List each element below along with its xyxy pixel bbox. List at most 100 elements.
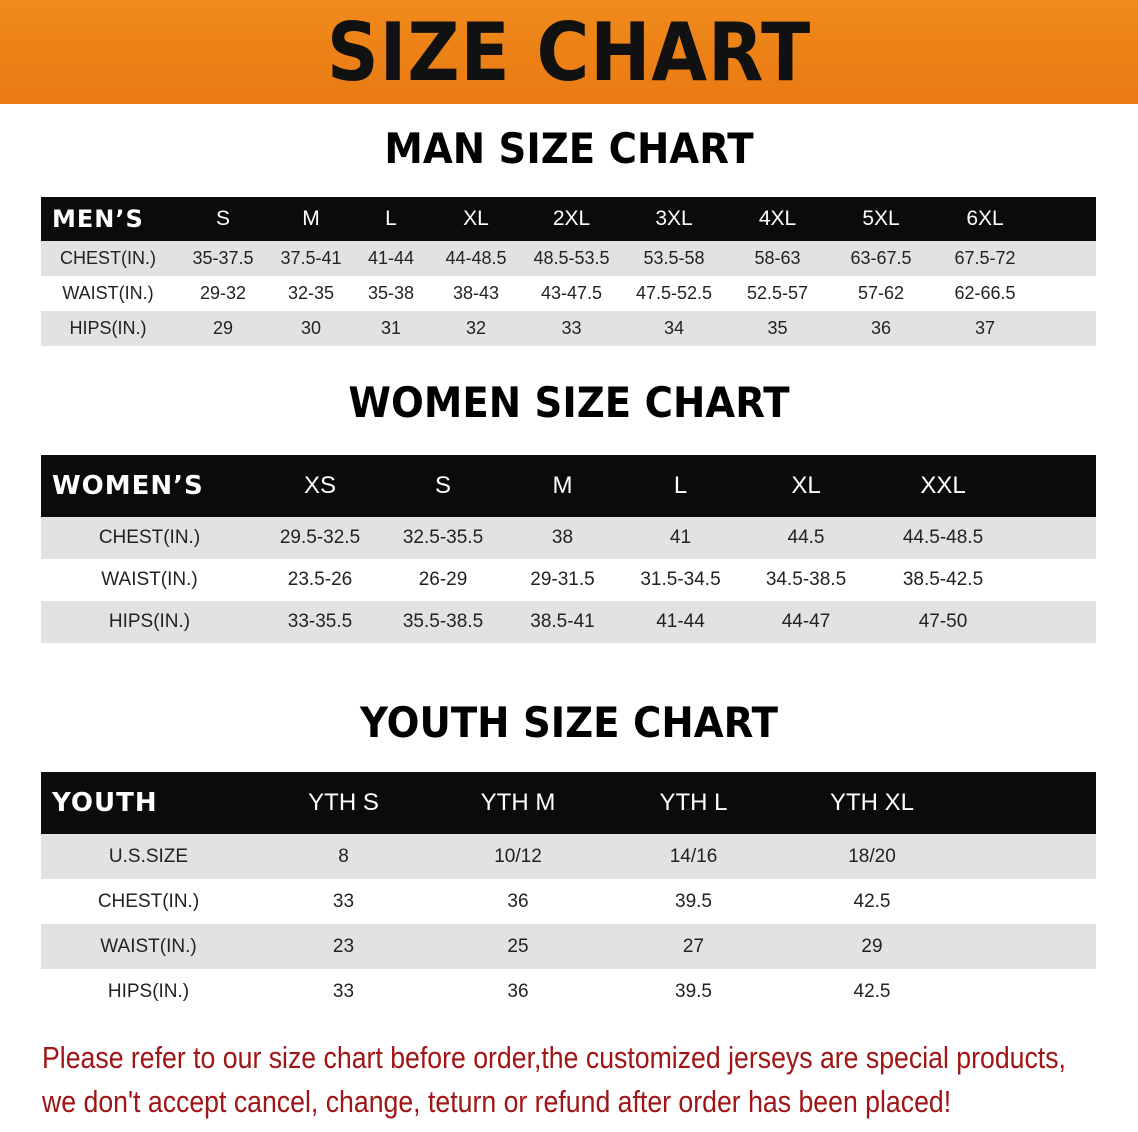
row-label: CHEST(IN.) <box>97 890 200 912</box>
main-title: SIZE CHART <box>326 5 812 99</box>
size-column-header: 6XL <box>966 207 1004 230</box>
table-row: HIPS(IN.) 33 36 39.5 42.5 <box>41 969 1096 1014</box>
table-cell: 44-47 <box>781 611 831 632</box>
table-cell: 39.5 <box>675 980 712 1002</box>
table-cell: 23.5-26 <box>287 569 353 590</box>
table-row: WAIST(IN.) 23.5-26 26-29 29-31.5 31.5-34.5 34… <box>41 559 1096 601</box>
size-column-header: S <box>215 207 230 230</box>
size-column-header: YTH XL <box>829 789 915 816</box>
table-cell: 33 <box>561 318 582 338</box>
table-cell: 29 <box>861 935 883 957</box>
table-cell: 41-44 <box>656 611 705 632</box>
table-cell: 36 <box>507 980 529 1002</box>
table-cell: 39.5 <box>675 890 712 912</box>
table-header-row: MEN’S S M L XL 2XL 3XL 4XL 5XL 6XL <box>41 197 1096 241</box>
youth-section-title: YOUTH SIZE CHART <box>359 698 779 747</box>
table-cell: 33 <box>332 980 355 1002</box>
table-header-row: YOUTH YTH S YTH M YTH L YTH XL <box>41 772 1096 834</box>
size-column-header: XS <box>303 472 336 499</box>
size-column-header: YTH M <box>480 789 556 816</box>
table-cell: 32-35 <box>287 283 335 303</box>
table-corner-label: WOMEN’S <box>52 471 204 501</box>
row-label: HIPS(IN.) <box>107 980 190 1002</box>
table-cell: 35.5-38.5 <box>402 611 484 632</box>
table-cell: 32.5-35.5 <box>402 527 484 548</box>
women-section-title: WOMEN SIZE CHART <box>348 378 790 427</box>
order-notice: Please refer to our size chart before or… <box>42 1036 1066 1124</box>
row-label: WAIST(IN.) <box>101 569 198 590</box>
table-cell: 30 <box>300 318 322 338</box>
table-cell: 43-47.5 <box>540 283 603 303</box>
table-row: U.S.SIZE 8 10/12 14/16 18/20 <box>41 834 1096 879</box>
row-label: HIPS(IN.) <box>69 318 147 338</box>
size-column-header: L <box>385 207 397 230</box>
table-corner-label: MEN’S <box>52 205 144 233</box>
table-cell: 47-50 <box>918 611 968 632</box>
table-cell: 35-37.5 <box>192 248 254 268</box>
table-cell: 35-38 <box>367 283 415 303</box>
size-column-header: YTH L <box>659 789 728 816</box>
table-cell: 38 <box>551 527 574 548</box>
table-row: HIPS(IN.) 29 30 31 32 33 34 35 36 37 <box>41 311 1096 346</box>
table-cell: 34 <box>663 318 685 338</box>
size-column-header: S <box>434 472 451 499</box>
row-label: CHEST(IN.) <box>60 248 156 268</box>
size-column-header: 2XL <box>552 207 591 230</box>
size-column-header: M <box>552 472 573 499</box>
table-cell: 38.5-41 <box>530 611 595 632</box>
table-cell: 8 <box>338 845 349 867</box>
table-cell: 26-29 <box>418 569 468 590</box>
table-row: HIPS(IN.) 33-35.5 35.5-38.5 38.5-41 41-44 44-… <box>41 601 1096 643</box>
table-row: CHEST(IN.) 33 36 39.5 42.5 <box>41 879 1096 924</box>
row-label: WAIST(IN.) <box>100 935 197 957</box>
table-cell: 44-48.5 <box>445 248 507 268</box>
notice-line-1: Please refer to our size chart before or… <box>42 1040 1066 1075</box>
youth-size-table: YOUTH YTH S YTH M YTH L YTH XL U.S.SIZE 8 10/12… <box>41 772 1096 1014</box>
table-cell: 41-44 <box>367 248 415 268</box>
table-cell: 14/16 <box>669 845 718 867</box>
table-cell: 33 <box>332 890 355 912</box>
table-cell: 31.5-34.5 <box>640 569 721 590</box>
table-row: CHEST(IN.) 35-37.5 37.5-41 41-44 44-48.5 48.5… <box>41 241 1096 276</box>
table-cell: 57-62 <box>857 283 905 303</box>
table-cell: 42.5 <box>853 890 891 912</box>
table-cell: 38.5-42.5 <box>902 569 984 590</box>
table-cell: 32 <box>465 318 487 338</box>
table-cell: 23 <box>332 935 355 957</box>
table-cell: 34.5-38.5 <box>765 569 847 590</box>
table-cell: 29.5-32.5 <box>279 527 361 548</box>
table-cell: 38-43 <box>452 283 500 303</box>
table-cell: 37.5-41 <box>280 248 342 268</box>
size-column-header: YTH S <box>308 789 379 816</box>
table-cell: 27 <box>682 935 705 957</box>
table-cell: 10/12 <box>494 845 542 867</box>
table-cell: 36 <box>507 890 529 912</box>
table-row: WAIST(IN.) 29-32 32-35 35-38 38-43 43-47.5 47.… <box>41 276 1096 311</box>
table-corner-label: YOUTH <box>52 788 158 818</box>
table-cell: 47.5-52.5 <box>635 283 713 303</box>
size-column-header: XXL <box>920 472 966 499</box>
size-column-header: XL <box>463 207 489 230</box>
table-cell: 48.5-53.5 <box>533 248 610 268</box>
table-cell: 63-67.5 <box>850 248 912 268</box>
table-cell: 33-35.5 <box>287 611 353 632</box>
table-cell: 67.5-72 <box>954 248 1016 268</box>
size-column-header: XL <box>791 472 821 499</box>
table-cell: 52.5-57 <box>746 283 809 303</box>
table-cell: 25 <box>507 935 529 957</box>
size-column-header: 5XL <box>862 207 900 230</box>
women-size-table: WOMEN’S XS S M L XL XXL CHEST(IN.) 29.5-32.5 32.5… <box>41 455 1096 643</box>
table-row: WAIST(IN.) 23 25 27 29 <box>41 924 1096 969</box>
table-cell: 41 <box>669 527 692 548</box>
men-section-title: MAN SIZE CHART <box>384 124 754 173</box>
table-cell: 18/20 <box>848 845 896 867</box>
table-cell: 29 <box>212 318 234 338</box>
men-size-table: MEN’S S M L XL 2XL 3XL 4XL 5XL 6XL CHEST(IN.) 35-37… <box>41 197 1096 346</box>
table-row: CHEST(IN.) 29.5-32.5 32.5-35.5 38 41 44.5 44.5… <box>41 517 1096 559</box>
table-cell: 58-63 <box>754 248 801 268</box>
table-cell: 36 <box>870 318 892 338</box>
size-chart-banner: SIZE CHART <box>0 0 1138 104</box>
table-cell: 29-32 <box>199 283 247 303</box>
table-header-row: WOMEN’S XS S M L XL XXL <box>41 455 1096 517</box>
row-label: CHEST(IN.) <box>98 527 201 548</box>
